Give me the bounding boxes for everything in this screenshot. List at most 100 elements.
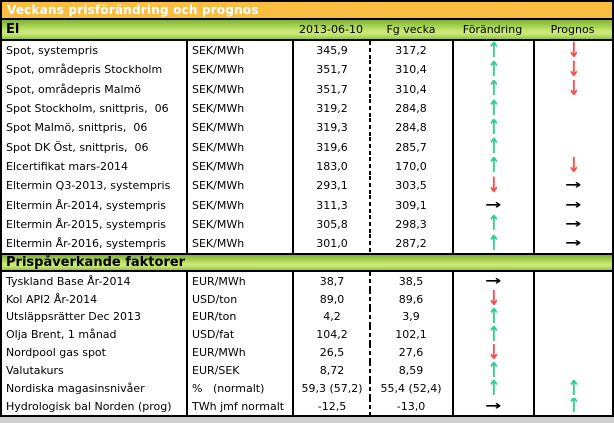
row-value-previous: 287,2 xyxy=(369,233,452,254)
row-forecast-cell: → xyxy=(533,214,612,234)
row-forecast-cell: ↑ xyxy=(533,379,612,398)
column-header-date: 2013-06-10 xyxy=(299,23,363,36)
row-value-previous: 285,7 xyxy=(369,137,452,157)
row-change-cell: ↑ xyxy=(452,379,533,398)
row-value-current: 301,0 xyxy=(292,233,370,254)
row-change-cell: ↓ xyxy=(452,343,533,362)
row-value-current: 319,3 xyxy=(292,118,370,138)
row-label: Eltermin År-2016, systempris xyxy=(6,237,167,251)
up-arrow-icon: ↑ xyxy=(487,361,500,380)
row-forecast-cell: ↓ xyxy=(533,156,612,177)
row-value-previous: 27,6 xyxy=(369,343,452,362)
row-unit: EUR/SEK xyxy=(186,361,292,380)
down-arrow-icon: ↓ xyxy=(567,79,580,99)
table-row: Spot, områdepris Malmö SEK/MWh 351,7 310… xyxy=(2,79,612,99)
table-row: Eltermin År-2015, systempris SEK/MWh 305… xyxy=(2,214,612,234)
row-label: Valutakurs xyxy=(6,364,64,378)
row-value-current: 305,8 xyxy=(292,214,370,234)
page-title: Veckans prisförändring och prognos xyxy=(7,3,259,17)
row-value-current: 351,7 xyxy=(292,60,370,80)
row-unit: TWh jmf normalt xyxy=(186,397,292,416)
row-label: Spot Malmö, snittpris, 06 xyxy=(6,121,148,135)
right-arrow-icon: → xyxy=(565,216,582,232)
table-row: Nordiska magasinsnivåer % (normalt) 59,3… xyxy=(2,379,612,398)
down-arrow-icon: ↓ xyxy=(487,343,500,362)
row-value-current: 351,7 xyxy=(292,79,370,99)
up-arrow-icon: ↑ xyxy=(487,233,500,254)
row-value-previous: 284,8 xyxy=(369,98,452,119)
right-arrow-icon: → xyxy=(485,197,502,213)
row-change-cell: ↑ xyxy=(452,79,533,99)
row-value-current: 59,3 (57,2) xyxy=(292,379,370,398)
row-change-cell: → xyxy=(452,272,533,291)
row-value-previous: 55,4 (52,4) xyxy=(369,379,452,398)
row-label: Hydrologisk bal Norden (prog) xyxy=(6,399,172,413)
down-arrow-icon: ↓ xyxy=(567,41,580,61)
row-unit: SEK/MWh xyxy=(186,79,292,99)
row-label: Nordiska magasinsnivåer xyxy=(6,382,145,396)
title-bar: Veckans prisförändring och prognos xyxy=(2,2,612,20)
row-label: Olja Brent, 1 månad xyxy=(6,328,117,342)
row-forecast-cell xyxy=(533,361,612,380)
up-arrow-icon: ↑ xyxy=(567,379,580,398)
row-forecast-cell: → xyxy=(533,176,612,196)
row-value-current: 293,1 xyxy=(292,176,370,196)
up-arrow-icon: ↑ xyxy=(487,41,500,61)
table-row: Eltermin År-2014, systempris SEK/MWh 311… xyxy=(2,195,612,215)
row-value-previous: 102,1 xyxy=(369,325,452,344)
row-change-cell: ↑ xyxy=(452,156,533,177)
row-unit: SEK/MWh xyxy=(186,195,292,215)
row-value-current: 26,5 xyxy=(292,343,370,362)
row-value-previous: 303,5 xyxy=(369,176,452,196)
row-value-previous: 298,3 xyxy=(369,214,452,234)
row-change-cell: ↑ xyxy=(452,325,533,344)
column-header-row: El 2013-06-10 Fg vecka Förändring Progno… xyxy=(2,20,612,41)
up-arrow-icon: ↑ xyxy=(487,379,500,398)
el-section-rows: Spot, systempris SEK/MWh 345,9 317,2 ↑ ↓… xyxy=(2,41,612,254)
row-label: Spot Stockholm, snittpris, 06 xyxy=(6,102,169,116)
table-row: Olja Brent, 1 månad USD/fat 104,2 102,1 … xyxy=(2,325,612,344)
row-label: Elcertifikat mars-2014 xyxy=(6,159,129,173)
row-unit: SEK/MWh xyxy=(186,118,292,138)
table-row: Spot Stockholm, snittpris, 06 SEK/MWh 31… xyxy=(2,98,612,119)
row-value-previous: 3,9 xyxy=(369,308,452,326)
row-forecast-cell xyxy=(533,137,612,157)
table-row: Tyskland Base År-2014 EUR/MWh 38,7 38,5 … xyxy=(2,272,612,291)
row-unit: USD/ton xyxy=(186,290,292,309)
row-change-cell: ↑ xyxy=(452,60,533,80)
row-value-current: 319,6 xyxy=(292,137,370,157)
table-row: Spot, områdepris Stockholm SEK/MWh 351,7… xyxy=(2,60,612,80)
row-unit: EUR/ton xyxy=(186,308,292,326)
row-change-cell: ↑ xyxy=(452,41,533,61)
row-unit: SEK/MWh xyxy=(186,214,292,234)
row-forecast-cell: → xyxy=(533,195,612,215)
table-row: Hydrologisk bal Norden (prog) TWh jmf no… xyxy=(2,397,612,416)
row-value-current: 4,2 xyxy=(292,308,370,326)
right-arrow-icon: → xyxy=(485,398,502,414)
row-change-cell: ↑ xyxy=(452,361,533,380)
row-forecast-cell xyxy=(533,308,612,326)
row-value-current: 319,2 xyxy=(292,98,370,119)
row-change-cell: ↑ xyxy=(452,98,533,119)
table-row: Kol API2 År-2014 USD/ton 89,0 89,6 ↓ xyxy=(2,290,612,309)
row-forecast-cell xyxy=(533,343,612,362)
row-value-current: -12,5 xyxy=(292,397,370,416)
section-header-el: El xyxy=(6,22,20,37)
row-forecast-cell: ↓ xyxy=(533,79,612,99)
table-row: Eltermin Q3-2013, systempris SEK/MWh 293… xyxy=(2,176,612,196)
row-label: Nordpool gas spot xyxy=(6,346,106,360)
row-value-previous: 8,59 xyxy=(369,361,452,380)
row-value-previous: 309,1 xyxy=(369,195,452,215)
row-value-previous: 317,2 xyxy=(369,41,452,61)
window-edge xyxy=(0,417,614,424)
row-forecast-cell: ↓ xyxy=(533,60,612,80)
factors-section-rows: Tyskland Base År-2014 EUR/MWh 38,7 38,5 … xyxy=(2,272,612,416)
row-value-current: 8,72 xyxy=(292,361,370,380)
table-row: Spot, systempris SEK/MWh 345,9 317,2 ↑ ↓ xyxy=(2,41,612,61)
row-change-cell: ↑ xyxy=(452,214,533,234)
row-unit: SEK/MWh xyxy=(186,41,292,61)
row-value-current: 104,2 xyxy=(292,325,370,344)
column-header-change: Förändring xyxy=(462,23,523,36)
row-value-previous: 38,5 xyxy=(369,272,452,291)
up-arrow-icon: ↑ xyxy=(487,98,500,119)
